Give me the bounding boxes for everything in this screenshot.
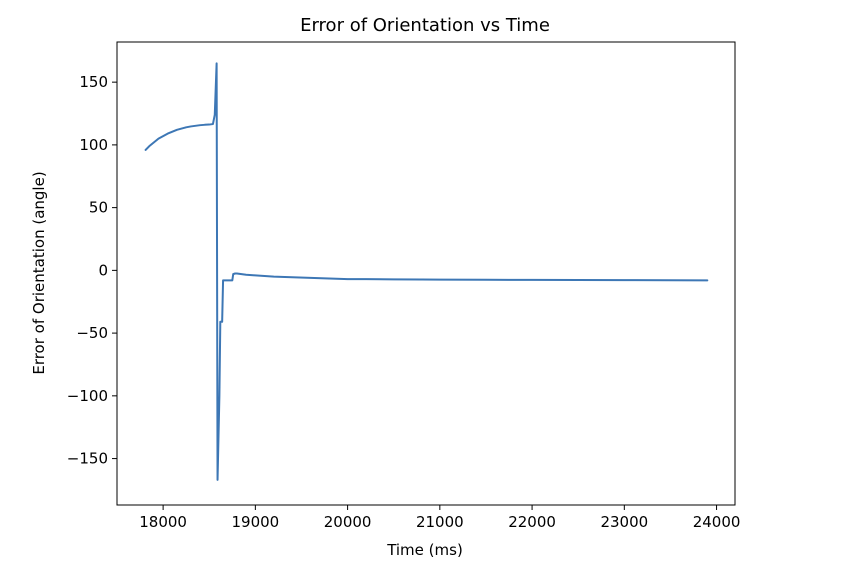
series-line xyxy=(144,62,709,481)
y-tick-label: 150 xyxy=(79,73,108,91)
x-tick-label: 21000 xyxy=(416,513,464,531)
x-tick-label: 18000 xyxy=(139,513,187,531)
y-axis-label: Error of Orientation (angle) xyxy=(30,171,48,374)
x-tick-label: 22000 xyxy=(508,513,556,531)
y-tick-label: −100 xyxy=(67,387,108,405)
chart-title: Error of Orientation vs Time xyxy=(300,15,550,36)
plot-frame xyxy=(116,41,736,506)
plot-area: 18000 19000 20000 21000 22000 23000 24000 150 10… xyxy=(67,41,741,531)
x-tick-label: 19000 xyxy=(231,513,279,531)
x-axis-label: Time (ms) xyxy=(386,541,463,559)
x-tick-label: 23000 xyxy=(600,513,648,531)
y-tick-label: 50 xyxy=(89,199,108,217)
y-tick-label: 0 xyxy=(98,261,108,279)
x-tick-label: 20000 xyxy=(324,513,372,531)
y-tick-label: −50 xyxy=(76,324,108,342)
x-tick-label: 24000 xyxy=(693,513,741,531)
y-tick-label: −150 xyxy=(67,450,108,468)
y-tick-label: 100 xyxy=(79,136,108,154)
